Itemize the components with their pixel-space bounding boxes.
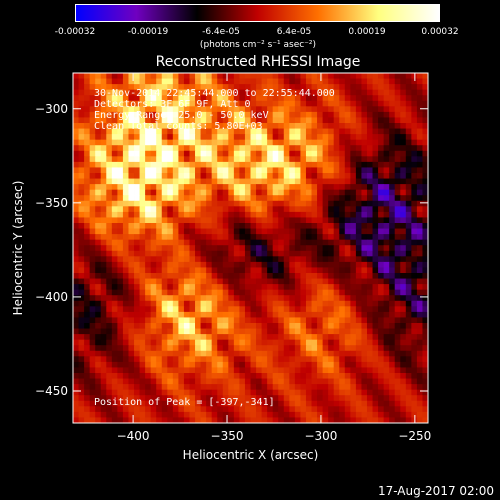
y-tick-label: −300 — [35, 102, 68, 116]
colorbar-units: (photons cm⁻² s⁻¹ asec⁻²) — [199, 40, 317, 50]
colorbar-tick-label: -0.00019 — [127, 27, 169, 37]
chart-title: Reconstructed RHESSI Image — [155, 54, 361, 70]
annotation-energy: Energy Range: 25.0 - 50.0 keV — [94, 110, 269, 121]
y-tick-label: −400 — [35, 290, 68, 304]
colorbar-tick-label: 0.00019 — [348, 27, 386, 37]
x-tick-label: −250 — [398, 429, 431, 443]
colorbar-tick-label: 6.4e-05 — [276, 27, 312, 37]
x-tick-label: −350 — [211, 429, 244, 443]
colorbar-tick-label: 0.00032 — [421, 27, 459, 37]
colorbar-tick-label: -0.00032 — [54, 27, 96, 37]
annotation-detectors: Detectors: 3F 6F 9F, Att 0 — [94, 99, 251, 110]
y-axis-label: Heliocentric Y (arcsec) — [11, 181, 25, 316]
y-tick-label: −350 — [35, 196, 68, 210]
annotation-clean: Clean Total counts: 5.80E+03 — [94, 121, 263, 132]
plot-frame — [72, 72, 429, 424]
heatmap-cells — [73, 73, 429, 424]
colorbar — [75, 4, 440, 22]
x-tick-label: −400 — [117, 429, 150, 443]
colorbar-tick-label: -6.4e-05 — [202, 27, 240, 37]
annotation-peak: Position of Peak = [-397,-341] — [94, 397, 275, 408]
x-tick-label: −300 — [304, 429, 337, 443]
y-tick-label: −450 — [35, 384, 68, 398]
annotation-time: 30-Nov-2014 22:45:44.000 to 22:55:44.000 — [94, 88, 335, 99]
x-axis-label: Heliocentric X (arcsec) — [183, 448, 319, 462]
footer-date: 17-Aug-2017 02:00 — [377, 484, 494, 498]
